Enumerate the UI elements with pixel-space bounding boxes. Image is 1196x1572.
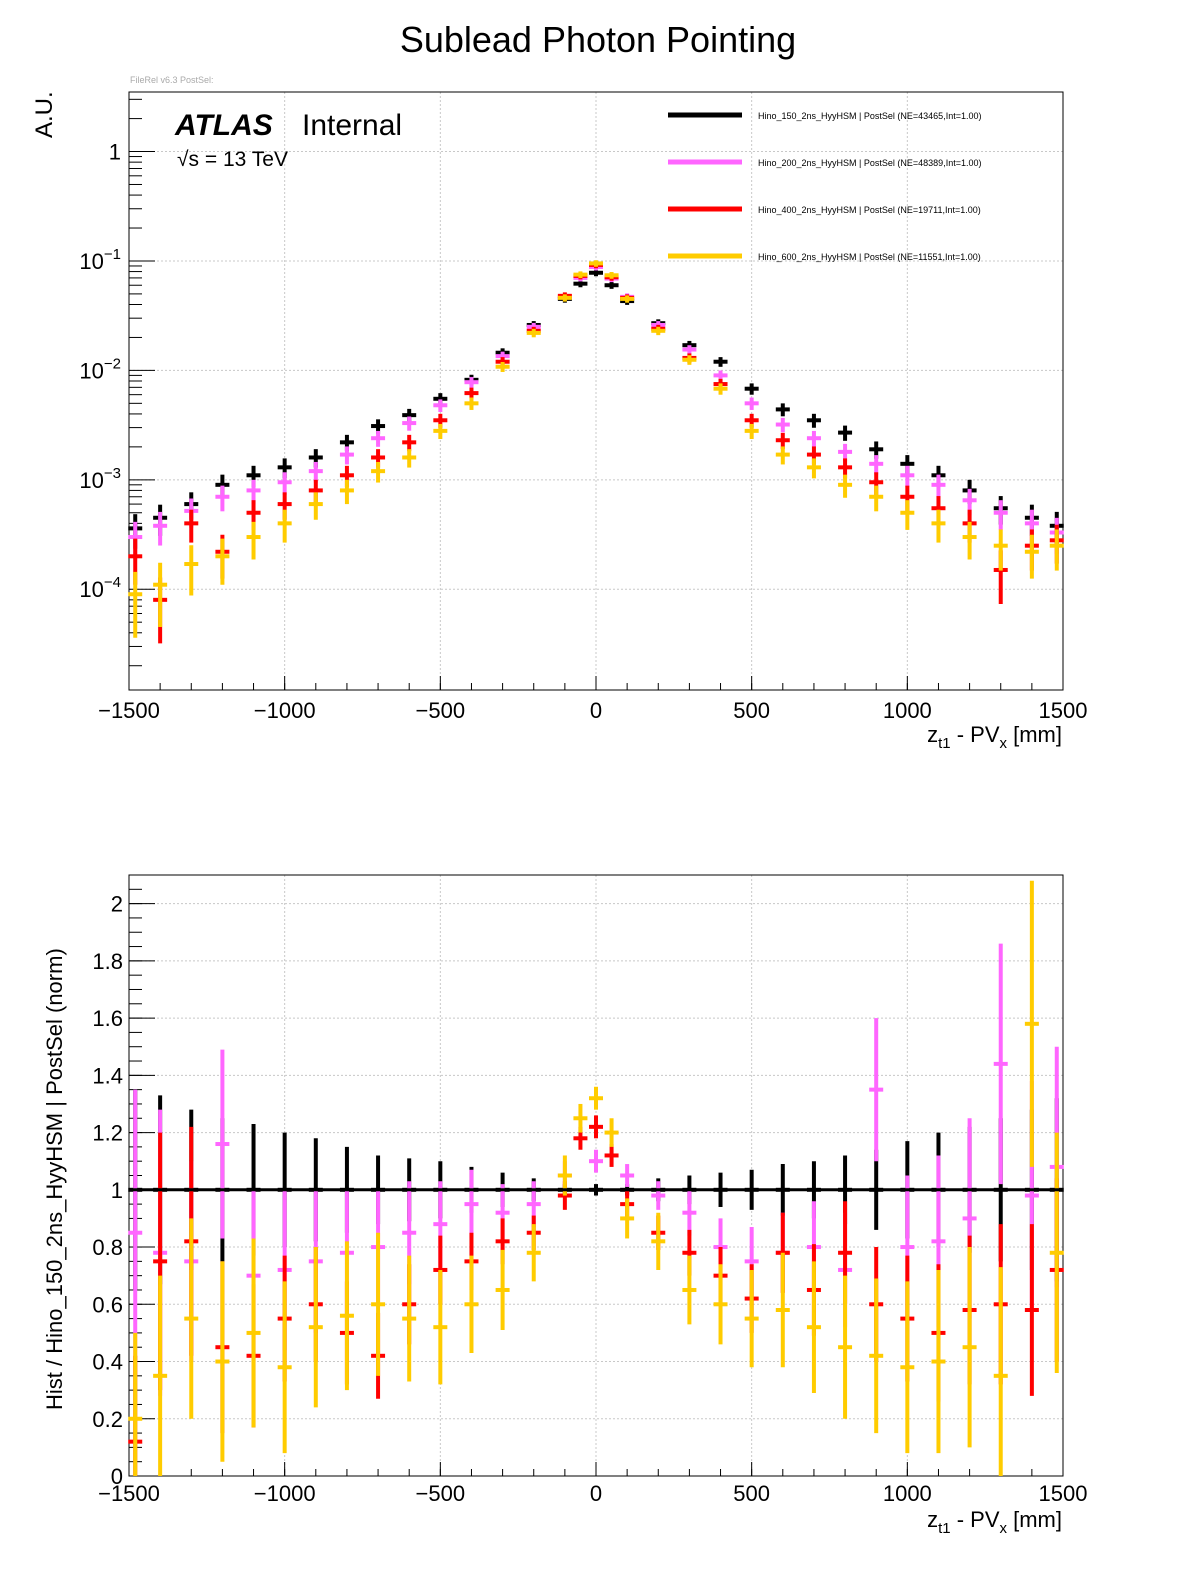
atlas-status: Internal [302, 109, 402, 142]
upper-x-tick-label: −1500 [98, 698, 160, 723]
ratio-x-tick-label: −1500 [98, 1481, 160, 1506]
ratio-grid [128, 875, 1064, 1477]
upper-x-axis-label: zt1 - PVx [mm] [927, 722, 1062, 752]
atlas-label: ATLAS [174, 109, 273, 142]
upper-y-tick-label: 10−4 [79, 574, 121, 602]
ratio-x-axis-label-sub2: x [1000, 1520, 1008, 1537]
upper-y-axis-label: A.U. [31, 91, 58, 138]
legend-label: Hino_150_2ns_HyyHSM | PostSel (NE=43465,… [758, 111, 981, 121]
ratio-ticks: −1500 −1000 −500 0 500 1000 1500 0 0.2 0.4 0.6 0.8 1… [92, 888, 1088, 1506]
energy-label: √s = 13 TeV [177, 148, 288, 171]
ratio-x-tick-label: 1000 [883, 1481, 932, 1506]
upper-data-marks [128, 260, 1064, 644]
ratio-x-tick-label: 1500 [1039, 1481, 1088, 1506]
ratio-y-tick-label: 0.8 [92, 1235, 123, 1260]
upper-y-tick-base: 10 [79, 468, 103, 493]
meta-tag: FileRel v6.3 PostSel: [130, 75, 214, 85]
ratio-y-tick-label: 1.6 [92, 1006, 123, 1031]
upper-x-tick-label: 1500 [1039, 698, 1088, 723]
ratio-y-tick-label: 0.2 [92, 1407, 123, 1432]
upper-y-tick-label: 10−1 [79, 246, 121, 274]
upper-y-tick-base: 1 [109, 140, 121, 165]
upper-x-axis-label-end: [mm] [1007, 722, 1062, 747]
ratio-x-axis-label-end: [mm] [1007, 1507, 1062, 1532]
legend-label: Hino_400_2ns_HyyHSM | PostSel (NE=19711,… [758, 205, 981, 215]
upper-plot: −1500 −1000 −500 0 500 1000 1500110−110−210−31… [31, 91, 1087, 752]
upper-y-tick-base: 10 [79, 577, 103, 602]
upper-x-tick-label: 0 [590, 698, 602, 723]
upper-x-axis-label-main: z [927, 722, 938, 747]
upper-x-axis-label-sub2: x [1000, 735, 1008, 752]
upper-x-axis-label-mid: - PV [951, 722, 1000, 747]
ratio-data-marks [128, 880, 1064, 1476]
ratio-y-tick-label: 0.4 [92, 1350, 123, 1375]
upper-x-tick-label: 1000 [883, 698, 932, 723]
upper-y-tick-base: 10 [79, 358, 103, 383]
ratio-x-tick-label: 500 [733, 1481, 770, 1506]
legend: Hino_150_2ns_HyyHSM | PostSel (NE=43465,… [668, 111, 981, 262]
upper-y-tick-base: 10 [79, 249, 103, 274]
legend-label: Hino_600_2ns_HyyHSM | PostSel (NE=11551,… [758, 252, 981, 262]
upper-y-tick-exp: −2 [104, 355, 121, 372]
ratio-plot: −1500 −1000 −500 0 500 1000 1500 0 0.2 0.4 0.6 0.8 1… [42, 874, 1088, 1537]
ratio-x-axis-label: zt1 - PVx [mm] [927, 1507, 1062, 1537]
upper-x-tick-label: −1000 [254, 698, 316, 723]
chart-title: Sublead Photon Pointing [400, 19, 796, 60]
upper-y-tick-exp: −4 [104, 574, 121, 591]
upper-grid [128, 92, 1064, 690]
ratio-y-tick-label: 1.8 [92, 949, 123, 974]
ratio-y-tick-label: 2 [111, 892, 123, 917]
ratio-y-tick-label: 1 [111, 1178, 123, 1203]
ratio-x-axis-label-main: z [927, 1507, 938, 1532]
ratio-x-tick-label: −500 [416, 1481, 466, 1506]
upper-x-tick-label: 500 [733, 698, 770, 723]
ratio-y-tick-label: 0 [111, 1464, 123, 1489]
legend-label: Hino_200_2ns_HyyHSM | PostSel (NE=48389,… [758, 158, 981, 168]
ratio-y-tick-label: 1.2 [92, 1121, 123, 1146]
ratio-y-tick-label: 1.4 [92, 1063, 123, 1088]
ratio-y-axis-label: Hist / Hino_150_2ns_HyyHSM | PostSel (no… [42, 948, 67, 1410]
upper-y-tick-exp: −1 [104, 246, 121, 263]
ratio-x-axis-label-sub: t1 [938, 1520, 951, 1537]
upper-x-tick-label: −500 [416, 698, 466, 723]
ratio-x-axis-label-mid: - PV [951, 1507, 1000, 1532]
upper-ticks: −1500 −1000 −500 0 500 1000 1500110−110−210−31… [79, 98, 1088, 723]
upper-y-tick-exp: −3 [104, 465, 121, 482]
upper-y-tick-label: 10−3 [79, 465, 121, 493]
ratio-y-tick-label: 0.6 [92, 1292, 123, 1317]
upper-x-axis-label-sub: t1 [938, 735, 951, 752]
upper-y-tick-label: 1 [109, 140, 121, 165]
ratio-x-tick-label: −1000 [254, 1481, 316, 1506]
upper-y-tick-label: 10−2 [79, 355, 121, 383]
ratio-x-tick-label: 0 [590, 1481, 602, 1506]
